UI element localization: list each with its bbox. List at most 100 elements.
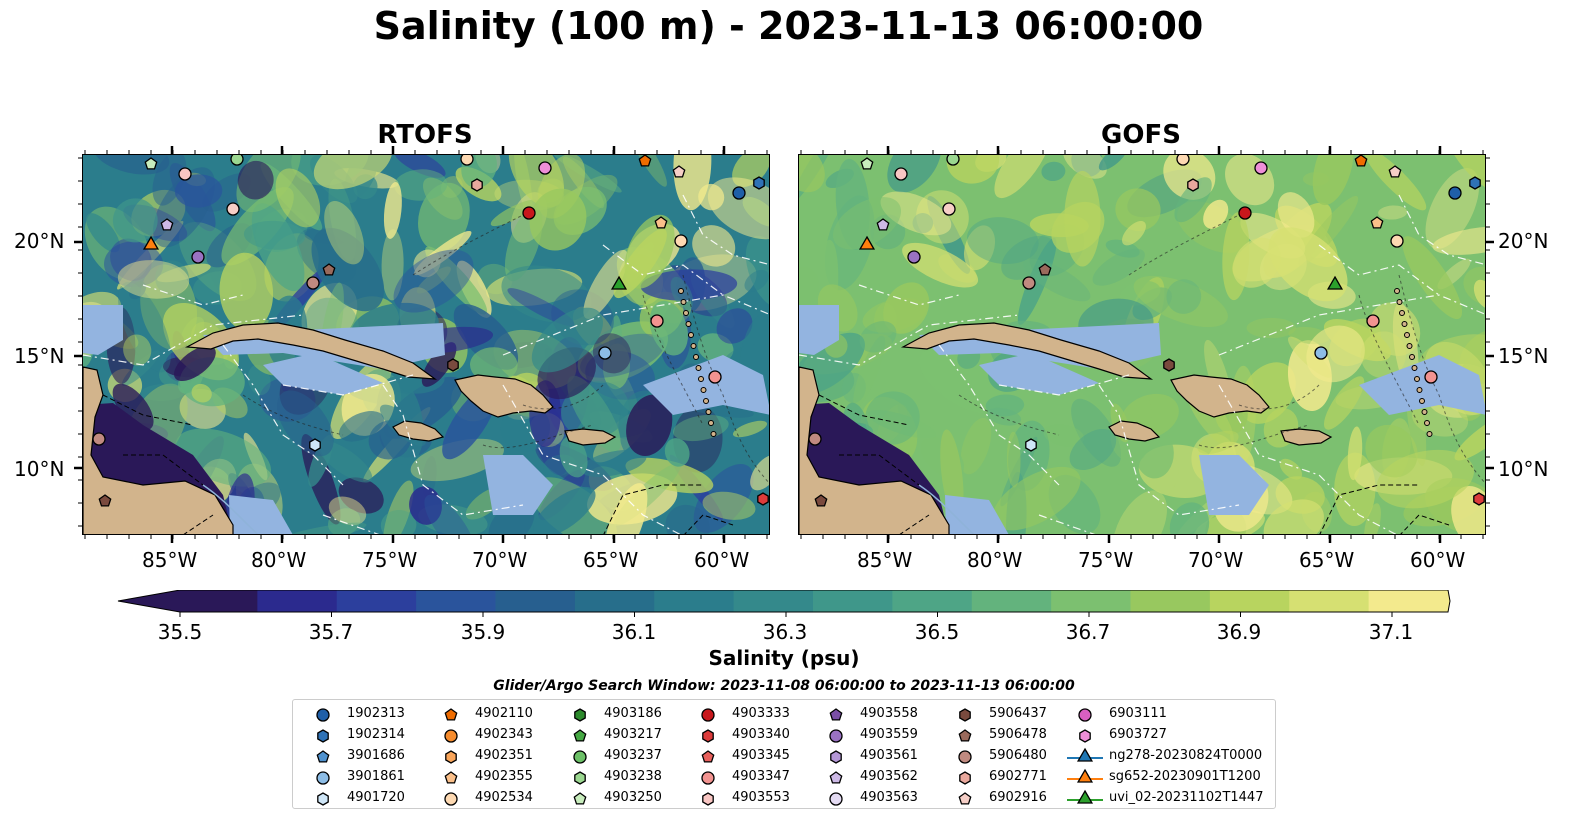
salinity-patch — [1169, 502, 1210, 534]
legend-label: 6903111 — [1109, 706, 1167, 721]
legend-marker — [701, 771, 715, 785]
salinity-patch — [592, 333, 632, 374]
eez-boundary — [142, 284, 244, 306]
salinity-patch — [744, 269, 769, 292]
lon-label-85-gofs: 85°W — [857, 548, 913, 572]
salinity-patch — [123, 334, 152, 366]
legend-marker — [445, 750, 457, 764]
salinity-patch — [716, 308, 753, 344]
colorbar-tick-label: 37.1 — [1368, 620, 1414, 644]
salinity-patch — [1432, 226, 1485, 255]
island — [705, 409, 712, 415]
salinity-patch — [140, 383, 185, 402]
island — [690, 343, 697, 349]
island — [1411, 365, 1418, 371]
float-marker — [191, 250, 205, 264]
legend-marker-icon — [1067, 789, 1103, 804]
river — [918, 484, 975, 534]
legend-marker — [316, 708, 330, 722]
float-marker — [226, 202, 240, 216]
float-marker — [650, 314, 664, 328]
legend-marker — [959, 771, 971, 785]
float-marker — [1314, 346, 1328, 360]
salinity-patch — [1064, 170, 1101, 267]
colorbar-segment — [892, 590, 973, 612]
float-marker — [946, 155, 960, 166]
salinity-patch — [1197, 430, 1239, 455]
salinity-patch — [966, 217, 1039, 265]
colorbar-segment — [1051, 590, 1131, 612]
shelf-area — [799, 305, 839, 355]
island — [710, 431, 717, 437]
legend-label: uvi_02-20231102T1447 — [1109, 790, 1264, 805]
float-marker — [178, 167, 192, 181]
colorbar-segment — [1368, 590, 1449, 612]
salinity-patch — [531, 307, 603, 373]
colorbar-segment — [416, 590, 496, 612]
lon-label-70-rtofs: 70°W — [472, 548, 528, 572]
salinity-patch — [328, 496, 367, 526]
island — [685, 321, 692, 327]
legend-marker — [316, 771, 330, 785]
map-panel-gofs — [798, 154, 1486, 535]
colorbar-segment — [733, 590, 814, 612]
land-mass — [1170, 374, 1270, 418]
salinity-patch — [1306, 325, 1365, 383]
shelf-area — [643, 355, 769, 415]
legend-label: 4903561 — [860, 748, 918, 763]
legend-marker — [573, 792, 587, 805]
lon-label-60-gofs: 60°W — [1410, 548, 1466, 572]
legend-marker-icon — [701, 771, 715, 785]
float-marker — [1366, 314, 1380, 328]
legend-marker-icon — [316, 771, 330, 785]
legend-marker — [830, 750, 842, 764]
colorbar-extend-low — [118, 590, 180, 612]
panel-title-gofs: GOFS — [1101, 120, 1181, 150]
salinity-patch — [750, 454, 769, 491]
legend-label: 4903347 — [732, 769, 790, 784]
salinity-patch — [859, 321, 897, 353]
float-marker — [1176, 155, 1190, 166]
lat-label-15-right: 15°N — [1498, 344, 1549, 368]
salinity-patch — [393, 249, 474, 313]
salinity-patch — [1063, 155, 1107, 179]
salinity-patch — [338, 477, 384, 514]
salinity-patch — [919, 348, 1005, 414]
legend-marker-icon — [1067, 768, 1103, 783]
legend-marker-icon — [444, 729, 458, 743]
legend-marker-icon — [574, 771, 586, 785]
eez-boundary — [1398, 194, 1485, 266]
legend-marker-icon — [829, 708, 843, 721]
legend-label: sg652-20230901T1200 — [1109, 769, 1261, 784]
float-marker — [98, 494, 112, 507]
shelf-area — [1359, 355, 1485, 415]
salinity-patch — [1376, 449, 1474, 509]
legend-label: 4902534 — [475, 790, 533, 805]
bathymetry-contour — [1128, 214, 1240, 276]
float-marker — [1469, 176, 1481, 190]
legend-marker-icon — [958, 792, 972, 805]
legend-label: 1902313 — [347, 706, 405, 721]
island — [1421, 409, 1428, 415]
float-marker — [942, 202, 956, 216]
salinity-patch — [1017, 237, 1057, 325]
salinity-patch — [394, 169, 448, 201]
shelf-area — [263, 353, 383, 395]
float-marker — [538, 161, 552, 175]
island — [680, 299, 687, 305]
salinity-patch — [946, 155, 1000, 184]
salinity-patch — [110, 238, 152, 281]
land-mass — [1280, 428, 1333, 446]
salinity-patch — [960, 417, 992, 475]
salinity-patch — [191, 383, 212, 403]
eez-boundary — [502, 294, 769, 356]
island — [708, 420, 714, 426]
legend-title: Glider/Argo Search Window: 2023-11-08 06… — [493, 678, 1075, 694]
legend-marker — [573, 750, 587, 764]
lon-label-85-rtofs: 85°W — [142, 548, 198, 572]
salinity-patch — [1174, 177, 1212, 223]
salinity-patch — [311, 227, 385, 312]
salinity-patch — [1454, 412, 1485, 461]
colorbar-tick-label: 35.5 — [157, 620, 203, 644]
legend-marker — [829, 708, 843, 721]
